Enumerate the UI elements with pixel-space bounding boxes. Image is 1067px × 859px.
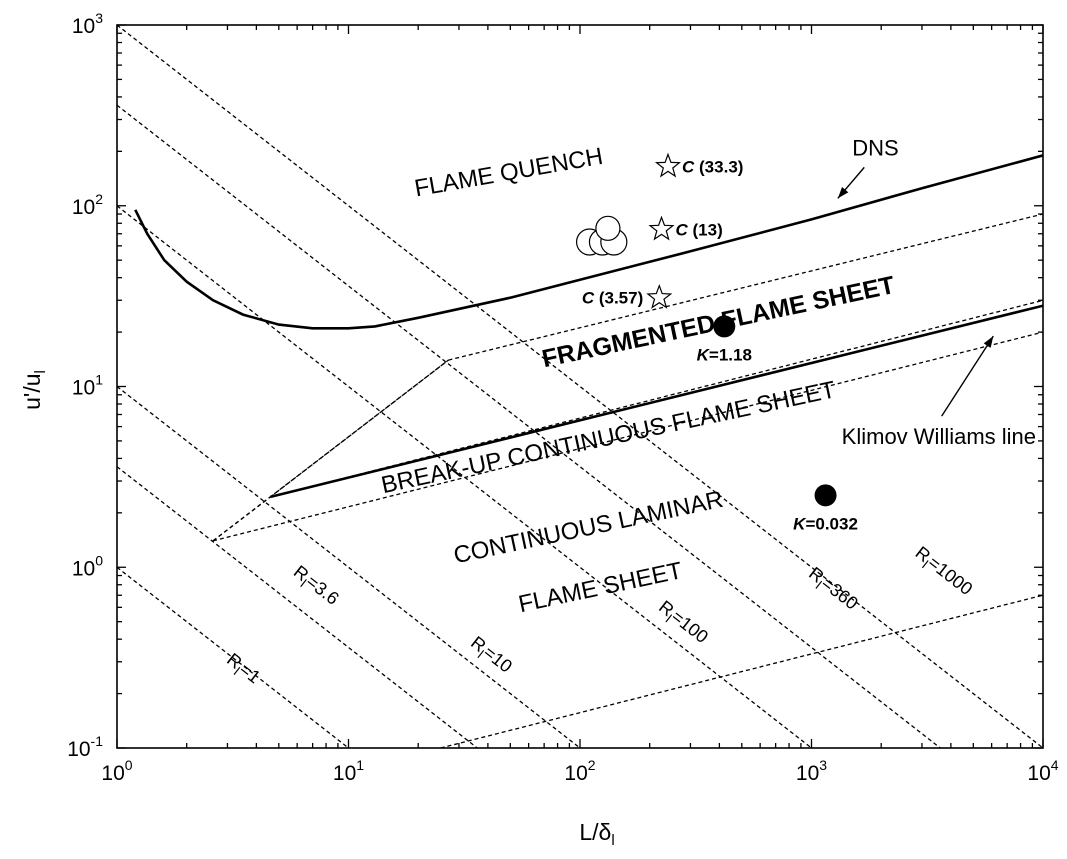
ticks-layer: [116, 24, 1044, 749]
reynolds-line-4: [117, 104, 941, 748]
y-tick-label: 102: [72, 191, 103, 219]
annotation-label-1: Klimov Williams line: [842, 424, 1036, 449]
x-tick-label: 102: [564, 757, 595, 785]
star-marker-0: [654, 152, 682, 178]
x-tick-label: 103: [796, 757, 827, 785]
reynolds-line-1: [117, 466, 478, 748]
boundary-line-3: [212, 496, 271, 542]
reynolds-line-5: [117, 25, 1043, 748]
annotation-label-0: DNS: [852, 135, 898, 160]
y-axis-label: u'/ul: [19, 370, 49, 410]
open-circle-marker-8: [595, 215, 621, 241]
series-line-0: [134, 154, 1043, 330]
star-label-1: C (13): [676, 220, 723, 239]
annotation-arrowhead-0: [837, 187, 849, 199]
series-line-1: [270, 304, 1043, 499]
y-tick-label: 100: [72, 552, 103, 580]
annotation-arrow-1: [941, 335, 994, 417]
reynolds-label-3: Rl=100: [653, 597, 712, 651]
dot-marker-4: [814, 484, 837, 507]
annotation-arrowhead-1: [983, 336, 994, 348]
markers-layer: [575, 152, 837, 507]
star-label-2: C (3.57): [582, 289, 643, 308]
y-tick-label: 101: [72, 372, 103, 400]
dot-label-3: K=1.18: [697, 345, 752, 364]
reynolds-label-2: Rl=10: [465, 632, 516, 680]
region-label-0: FLAME QUENCH: [412, 143, 604, 203]
x-tick-label: 101: [333, 757, 364, 785]
x-tick-label: 100: [101, 757, 132, 785]
lines-layer: [117, 25, 1043, 748]
boundary-line-1: [212, 331, 1043, 542]
x-tick-label: 104: [1027, 757, 1058, 785]
dot-marker-3: [713, 315, 736, 338]
region-label-2: BREAK-UP CONTINUOUS FLAME SHEET: [379, 376, 838, 499]
x-axis-label: L/δl: [579, 819, 614, 849]
reynolds-label-5: Rl=1000: [909, 542, 976, 602]
reynolds-label-0: Rl=1: [221, 649, 264, 690]
star-marker-2: [646, 283, 673, 309]
boundary-line-0: [440, 594, 1043, 748]
y-tick-label: 103: [72, 10, 103, 38]
reynolds-line-2: [117, 385, 581, 748]
y-tick-label: 10-1: [67, 733, 103, 761]
text-layer: Rl=1 Rl=3.6 Rl=10 Rl=100 Rl=360 Rl=1000 100 101…: [67, 10, 1059, 785]
dot-label-4: K=0.032: [793, 514, 858, 533]
star-marker-1: [648, 215, 675, 241]
boundary-line-4: [270, 359, 449, 498]
reynolds-label-4: Rl=360: [803, 563, 862, 617]
reynolds-label-1: Rl=3.6: [287, 561, 342, 612]
star-label-0: C (33.3): [682, 157, 743, 176]
